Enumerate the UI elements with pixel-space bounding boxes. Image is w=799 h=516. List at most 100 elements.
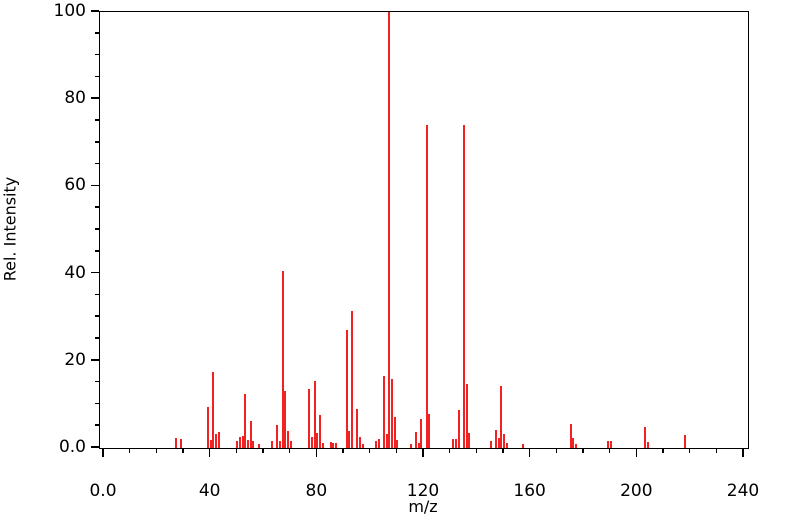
peak-bar-mz-109 (393, 417, 396, 448)
peak-bar-mz-106 (385, 433, 388, 448)
peak-bar-mz-177 (575, 443, 577, 448)
x-major-tick (102, 448, 104, 457)
x-minor-tick (235, 448, 238, 453)
peak-bar-mz-86 (332, 442, 335, 448)
y-minor-tick (95, 228, 99, 230)
x-minor-tick (608, 448, 611, 453)
x-minor-tick (395, 448, 398, 453)
x-major-tick (742, 448, 744, 457)
peak-bar-mz-148 (497, 438, 500, 448)
x-major-tick (422, 448, 424, 457)
peak-bar-mz-115 (409, 443, 412, 448)
peak-bar-mz-203 (644, 427, 647, 448)
y-tick-label: 20 (64, 349, 86, 370)
peak-bar-mz-117 (415, 431, 417, 448)
x-minor-tick (475, 448, 478, 453)
y-major-tick (91, 446, 99, 448)
peak-bar-mz-79 (313, 381, 316, 448)
peak-bar-mz-102 (375, 441, 377, 448)
peak-bar-mz-40 (209, 440, 212, 448)
y-minor-tick (95, 119, 99, 121)
peak-bar-mz-150 (503, 434, 505, 448)
x-minor-tick (555, 448, 558, 453)
peak-bar-mz-103 (377, 438, 380, 448)
x-minor-tick (288, 448, 291, 453)
y-minor-tick (95, 141, 99, 143)
peak-bar-mz-52 (241, 435, 244, 448)
y-minor-tick (95, 206, 99, 208)
y-major-tick (91, 271, 99, 274)
peak-bar-mz-147 (495, 429, 497, 448)
peak-bar-mz-87 (335, 442, 337, 448)
y-major-tick (91, 184, 99, 187)
peak-bar-mz-43 (217, 431, 220, 448)
peak-bar-mz-42 (215, 433, 217, 448)
y-minor-tick (95, 293, 99, 296)
peak-bar-mz-58 (257, 443, 260, 448)
peak-bar-mz-41 (212, 371, 215, 448)
y-minor-tick (95, 424, 99, 426)
y-major-tick (91, 97, 99, 99)
x-tick-label: 240 (726, 481, 760, 501)
y-tick-label: 80 (64, 88, 86, 109)
peak-bar-mz-53 (244, 393, 247, 448)
peak-bar-mz-29 (180, 439, 183, 448)
peak-bar-mz-133 (457, 410, 460, 448)
x-major-tick (635, 448, 638, 457)
x-tick-label: 160 (513, 481, 546, 501)
x-minor-tick (688, 448, 691, 453)
peak-bar-mz-39 (207, 407, 209, 448)
x-tick-label: 80 (305, 481, 328, 501)
y-axis-title: Rel. Intensity (0, 176, 20, 282)
peak-bar-mz-80 (316, 432, 319, 448)
peak-bar-mz-54 (247, 440, 249, 448)
y-minor-tick (95, 75, 99, 78)
peak-bar-mz-66 (279, 441, 281, 448)
x-major-tick (315, 448, 318, 457)
x-major-tick (208, 448, 211, 457)
peak-bar-mz-176 (572, 437, 575, 448)
peak-bar-mz-118 (417, 443, 420, 448)
peak-bar-mz-135 (463, 125, 465, 448)
plot-area (99, 11, 749, 449)
x-minor-tick (582, 448, 584, 453)
y-tick-label: 0.0 (58, 437, 86, 457)
peak-bar-mz-91 (345, 330, 348, 448)
x-major-tick (528, 448, 531, 457)
peak-bar-mz-136 (465, 384, 468, 448)
x-minor-tick (368, 448, 371, 453)
peak-bar-mz-96 (359, 437, 361, 448)
peak-bar-mz-157 (521, 443, 524, 448)
peak-bar-mz-65 (276, 424, 279, 448)
peak-bar-mz-137 (468, 432, 471, 448)
peak-bar-mz-190 (609, 440, 612, 448)
peak-bar-mz-55 (249, 420, 252, 448)
peak-bar-mz-50 (236, 441, 239, 448)
x-minor-tick (155, 448, 158, 453)
y-minor-tick (95, 32, 99, 34)
y-minor-tick (95, 380, 99, 383)
peak-bar-mz-67 (281, 271, 284, 448)
peak-bar-mz-119 (420, 419, 423, 448)
peak-bar-mz-27 (175, 438, 177, 448)
peak-bar-mz-93 (351, 310, 353, 448)
y-major-tick (91, 359, 99, 361)
x-minor-tick (128, 448, 131, 453)
peak-bar-mz-51 (239, 437, 241, 448)
peak-bar-mz-56 (252, 441, 255, 448)
x-minor-tick (448, 448, 451, 453)
peak-bar-mz-108 (391, 379, 393, 448)
peak-bar-mz-151 (505, 442, 508, 448)
x-minor-tick (182, 448, 184, 453)
peak-bar-mz-131 (452, 439, 455, 448)
y-minor-tick (95, 402, 99, 405)
peak-bar-mz-204 (647, 441, 649, 448)
x-minor-tick (262, 448, 264, 453)
peak-bar-mz-95 (356, 408, 359, 448)
peak-bar-mz-105 (383, 376, 385, 448)
peak-bar-mz-121 (425, 125, 428, 448)
peak-bar-mz-110 (396, 440, 399, 448)
y-tick-label: 60 (64, 175, 86, 196)
peak-bar-mz-145 (489, 440, 492, 448)
y-major-tick (91, 10, 99, 12)
